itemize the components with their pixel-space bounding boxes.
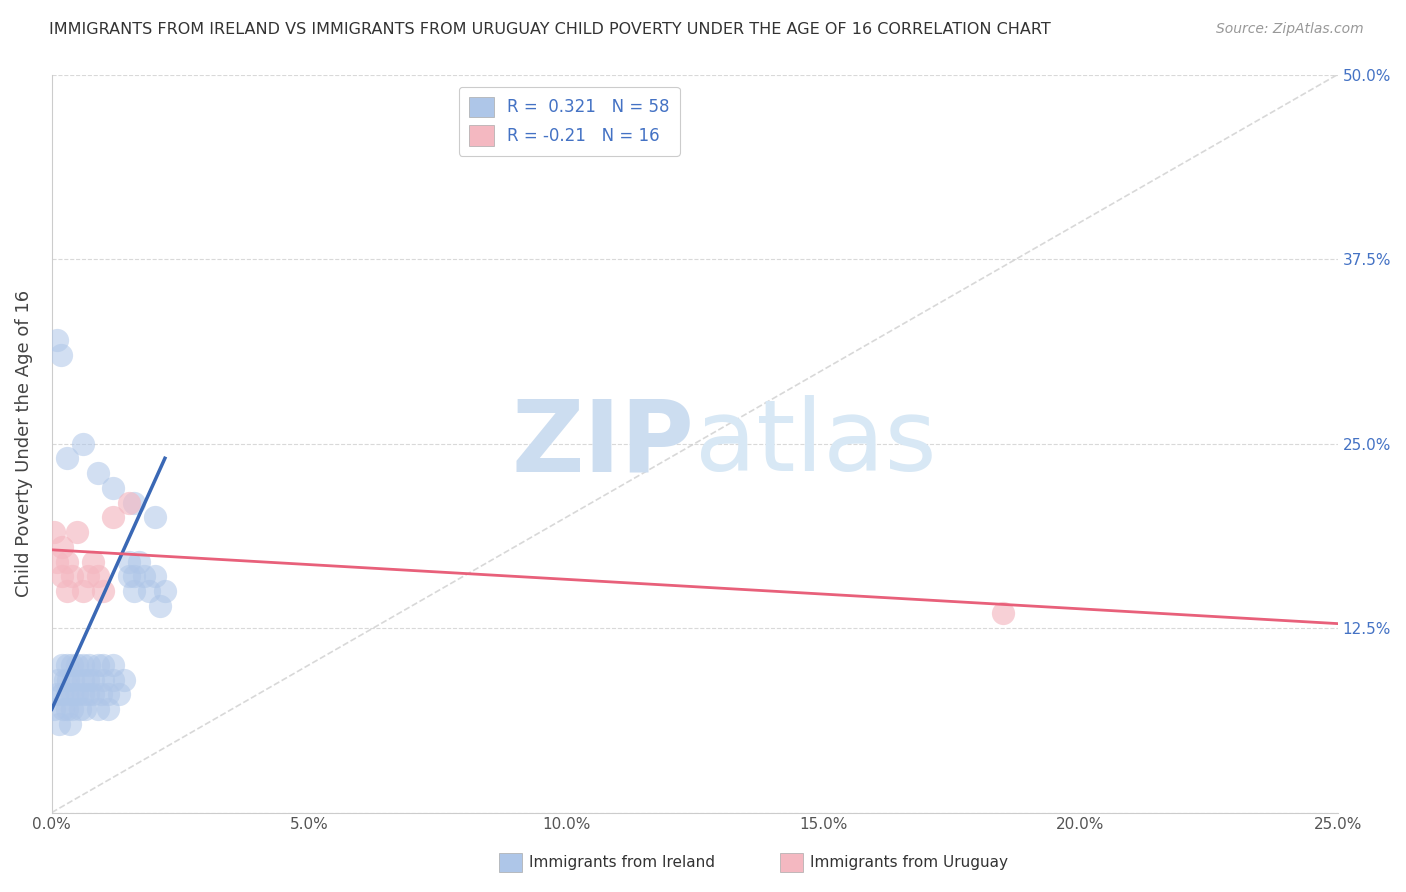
Point (87, 657, 110, 672)
Point (138, 584, 160, 599)
Text: Immigrants from Ireland: Immigrants from Ireland (529, 855, 714, 870)
Point (91, 657, 114, 672)
Point (128, 555, 150, 569)
Point (69, 702, 91, 716)
Point (53, 673, 76, 687)
Point (60, 569, 83, 583)
Point (59, 717, 82, 731)
Point (82, 555, 104, 569)
Point (66, 657, 89, 672)
Point (103, 673, 125, 687)
Point (77, 657, 100, 672)
Point (87, 569, 110, 583)
Point (72, 657, 94, 672)
Point (51, 657, 73, 672)
Text: Source: ZipAtlas.com: Source: ZipAtlas.com (1216, 22, 1364, 37)
Point (134, 569, 156, 583)
Point (56, 657, 79, 672)
Point (97, 702, 120, 716)
Y-axis label: Child Poverty Under the Age of 16: Child Poverty Under the Age of 16 (15, 290, 32, 597)
Point (107, 688, 129, 702)
Point (56, 555, 79, 569)
Point (103, 481, 125, 495)
Point (87, 702, 110, 716)
Point (66, 688, 89, 702)
Point (118, 569, 141, 583)
Point (72, 673, 94, 687)
Point (153, 584, 176, 599)
Point (76, 673, 98, 687)
Text: Immigrants from Uruguay: Immigrants from Uruguay (810, 855, 1008, 870)
Point (112, 673, 135, 687)
Point (143, 510, 166, 524)
Point (82, 688, 104, 702)
Point (118, 495, 141, 509)
Point (56, 451, 79, 466)
Point (72, 584, 94, 599)
Point (143, 569, 166, 583)
Point (103, 510, 125, 524)
Legend: R =  0.321   N = 58, R = -0.21   N = 16: R = 0.321 N = 58, R = -0.21 N = 16 (458, 87, 679, 155)
Text: ZIP: ZIP (512, 395, 695, 492)
Point (90, 688, 112, 702)
Point (45, 688, 67, 702)
Point (149, 599, 172, 613)
Point (56, 702, 79, 716)
Point (72, 688, 94, 702)
Point (44, 525, 66, 540)
Point (45, 333, 67, 347)
Point (118, 555, 141, 569)
Point (72, 436, 94, 450)
Point (122, 584, 145, 599)
Point (66, 525, 89, 540)
Point (49, 348, 72, 362)
Point (91, 584, 114, 599)
Point (82, 673, 104, 687)
Point (51, 688, 73, 702)
Point (51, 569, 73, 583)
Point (46, 673, 69, 687)
Point (48, 717, 70, 731)
Point (60, 702, 83, 716)
Point (87, 466, 110, 480)
Point (56, 688, 79, 702)
Point (60, 657, 83, 672)
Point (76, 569, 98, 583)
Point (993, 607, 1015, 621)
Point (44, 702, 66, 716)
Point (122, 495, 145, 509)
Point (103, 657, 125, 672)
Point (45, 555, 67, 569)
Point (56, 584, 79, 599)
Text: atlas: atlas (695, 395, 936, 492)
Point (52, 702, 75, 716)
Point (60, 688, 83, 702)
Point (97, 688, 120, 702)
Point (51, 540, 73, 554)
Point (62, 673, 84, 687)
Point (76, 688, 98, 702)
Text: IMMIGRANTS FROM IRELAND VS IMMIGRANTS FROM URUGUAY CHILD POVERTY UNDER THE AGE O: IMMIGRANTS FROM IRELAND VS IMMIGRANTS FR… (49, 22, 1050, 37)
Point (91, 673, 114, 687)
Point (58, 673, 80, 687)
Point (75, 702, 97, 716)
Point (122, 569, 145, 583)
